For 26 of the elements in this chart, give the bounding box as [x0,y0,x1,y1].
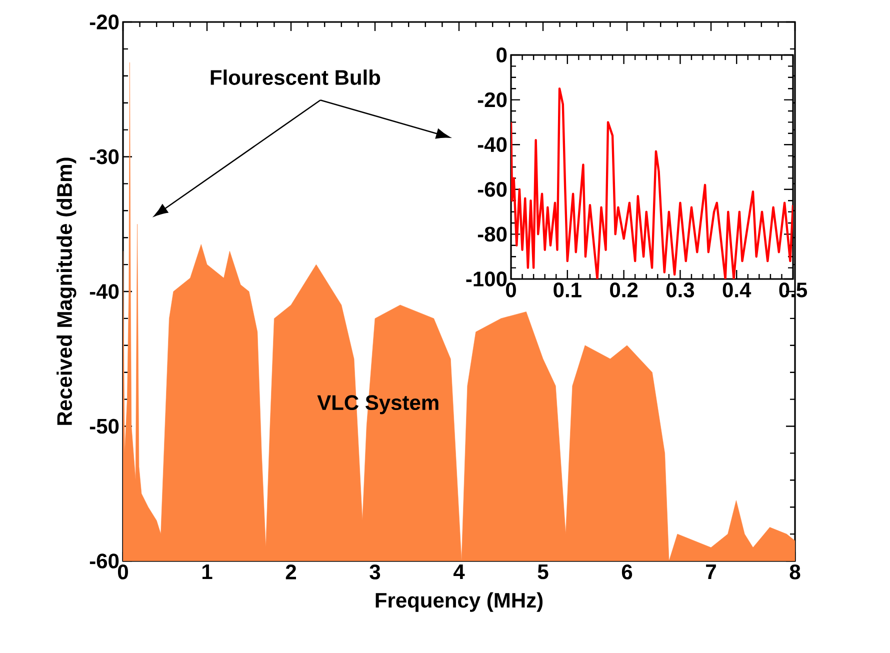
annotation: Flourescent Bulb [210,70,380,85]
x-tick-label: 1 [202,564,212,579]
y-tick-label: -60 [90,554,119,568]
y-tick-label: -30 [90,149,119,164]
x-tick-label: 8 [790,564,800,580]
x-tick-label: 6 [622,564,632,580]
y-tick-label: -20 [478,92,507,108]
x-tick-label: 5 [538,564,548,580]
x-tick-label: 0.3 [666,282,694,298]
x-tick-label: 0.2 [610,282,638,298]
x-tick-label: 0.1 [554,282,582,298]
y-tick-label: -60 [478,182,507,197]
y-axis-title: Received Magnitude (dBm) [56,158,76,425]
y-tick-label: -40 [90,284,119,299]
x-tick-label: 7 [706,564,716,579]
x-tick-label: 2 [286,564,296,580]
y-tick-label: 0 [496,48,507,62]
y-tick-label: -100 [466,272,507,286]
y-tick-label: -20 [90,14,119,30]
x-tick-label: 3 [370,564,380,580]
x-tick-label: 4 [453,564,465,579]
x-tick-label: 0.4 [722,282,752,298]
y-tick-label: -50 [90,418,119,434]
x-axis-title: Frequency (MHz) [376,592,543,612]
y-tick-label: -40 [478,137,507,152]
y-tick-label: -80 [478,226,507,242]
